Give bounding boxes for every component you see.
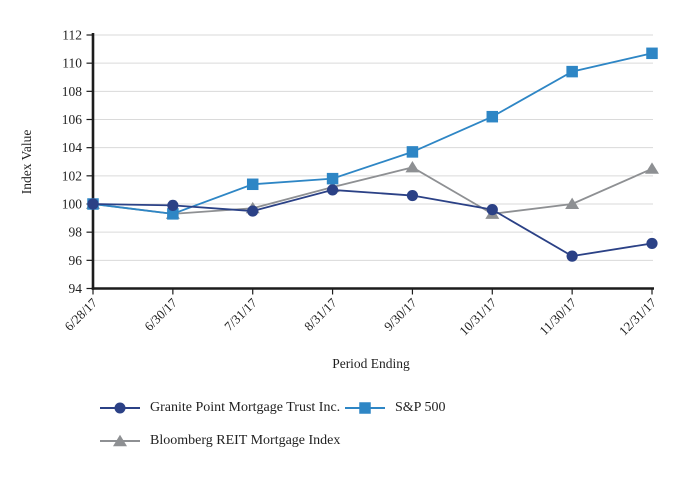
chart-legend: Granite Point Mortgage Trust Inc. S&P 50…: [99, 397, 659, 452]
x-axis-title: Period Ending: [332, 356, 410, 371]
legend-row-2: Bloomberg REIT Mortgage Index: [99, 430, 659, 452]
svg-text:98: 98: [69, 225, 83, 240]
svg-text:104: 104: [62, 140, 83, 155]
legend-item-granite-point: Granite Point Mortgage Trust Inc.: [99, 400, 344, 416]
circle-marker-swatch: [100, 402, 140, 414]
y-axis-title: Index Value: [19, 130, 34, 195]
legend-label-granite-point: Granite Point Mortgage Trust Inc.: [150, 400, 341, 415]
legend-label-bloomberg-reit: Bloomberg REIT Mortgage Index: [150, 433, 341, 448]
legend-row-1: Granite Point Mortgage Trust Inc. S&P 50…: [99, 397, 659, 419]
plot-area: 94 96 98 100 102 104 106 108 110 112 6/28/17 6/30/1…: [61, 28, 659, 339]
svg-text:112: 112: [62, 28, 82, 43]
triangle-marker-swatch: [100, 434, 140, 447]
svg-text:8/31/17: 8/31/17: [301, 295, 340, 334]
performance-chart: 94 96 98 100 102 104 106 108 110 112 6/28/17 6/30/1…: [19, 28, 659, 372]
svg-text:6/30/17: 6/30/17: [141, 295, 180, 334]
svg-text:6/28/17: 6/28/17: [61, 295, 100, 334]
svg-text:96: 96: [69, 253, 83, 268]
svg-text:102: 102: [62, 168, 82, 183]
svg-text:10/31/17: 10/31/17: [456, 295, 500, 339]
svg-text:7/31/17: 7/31/17: [221, 295, 260, 334]
legend-item-sp500: S&P 500: [344, 400, 445, 416]
svg-text:9/30/17: 9/30/17: [381, 295, 420, 334]
legend-label-sp500: S&P 500: [395, 400, 446, 415]
svg-text:110: 110: [62, 56, 82, 71]
legend-item-bloomberg-reit: Bloomberg REIT Mortgage Index: [99, 433, 344, 449]
svg-text:94: 94: [69, 281, 83, 296]
svg-text:100: 100: [62, 197, 83, 212]
svg-text:106: 106: [62, 112, 83, 127]
svg-text:11/30/17: 11/30/17: [536, 295, 579, 338]
svg-text:12/31/17: 12/31/17: [616, 295, 660, 339]
square-marker-swatch: [345, 402, 385, 414]
svg-text:108: 108: [62, 84, 83, 99]
